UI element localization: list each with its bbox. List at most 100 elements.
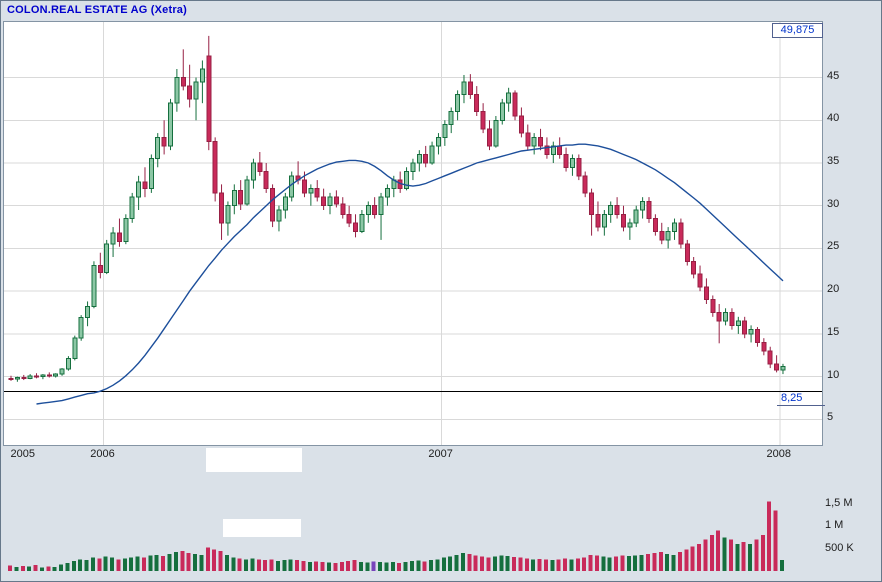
volume-bar: [65, 562, 70, 571]
volume-bar: [639, 554, 644, 571]
volume-bar: [773, 510, 778, 571]
candle-up: [308, 188, 314, 194]
candle-up: [416, 153, 422, 164]
candle-down: [710, 299, 716, 314]
volume-bar: [269, 559, 274, 571]
volume-bar: [473, 555, 478, 571]
candle-down: [595, 213, 601, 228]
volume-tick-label: 500 K: [825, 541, 854, 554]
candle-down: [270, 188, 276, 222]
volume-bar: [263, 560, 268, 571]
candle-up: [461, 81, 467, 96]
candle-down: [206, 55, 212, 143]
candle-up: [174, 77, 180, 104]
volume-bar: [633, 555, 638, 571]
volume-bar: [448, 556, 453, 571]
candle-down: [142, 181, 148, 190]
volume-bar: [148, 555, 153, 571]
candle-down: [525, 132, 531, 147]
candle-up: [276, 209, 282, 222]
year-label: 2006: [90, 448, 115, 460]
candle-up: [365, 205, 371, 215]
volume-bar: [199, 554, 204, 571]
volume-bar: [492, 556, 497, 571]
volume-bar: [390, 562, 395, 571]
candle-down: [187, 85, 193, 100]
volume-bar: [237, 558, 242, 571]
volume-bar: [684, 549, 689, 571]
candle-up: [282, 196, 288, 211]
candle-down: [589, 192, 595, 215]
year-label: 2005: [10, 448, 35, 460]
volume-bar: [505, 556, 510, 571]
candle-down: [652, 218, 658, 232]
volume-bar: [697, 544, 702, 571]
volume-bar: [154, 554, 159, 571]
candle-up: [53, 373, 59, 377]
candle-up: [59, 368, 65, 375]
candle-down: [614, 205, 620, 215]
volume-bar: [193, 553, 198, 571]
volume-bar: [524, 558, 529, 571]
volume-bar: [307, 562, 312, 571]
volume-bar: [27, 566, 32, 571]
volume-bar: [518, 557, 523, 571]
volume-bar: [741, 541, 746, 571]
candle-up: [231, 189, 237, 207]
volume-bar: [703, 539, 708, 571]
volume-bar: [282, 560, 287, 571]
volume-bar: [288, 559, 293, 571]
volume-bar: [135, 556, 140, 571]
candle-down: [767, 350, 773, 365]
candle-down: [487, 128, 492, 147]
volume-bar: [709, 535, 714, 571]
candle-up: [27, 375, 33, 379]
volume-tick-label: 1,5 M: [825, 496, 853, 509]
volume-bar: [384, 562, 389, 571]
candle-up: [608, 205, 614, 215]
volume-bar: [14, 566, 19, 571]
volume-bar: [779, 559, 784, 571]
candle-down: [557, 145, 563, 155]
current-price-label: 8,25: [777, 392, 825, 406]
candle-up: [455, 94, 461, 113]
candle-down: [754, 329, 760, 343]
candle-down: [467, 81, 473, 96]
volume-bar: [397, 562, 402, 571]
candle-up: [429, 145, 435, 164]
candle-down: [21, 376, 27, 380]
volume-bar: [212, 549, 217, 571]
candle-up: [384, 188, 390, 198]
volume-bar: [658, 552, 663, 571]
candle-down: [257, 162, 263, 173]
candle-down: [716, 312, 722, 322]
candle-down: [340, 203, 346, 215]
candle-down: [620, 213, 626, 228]
volume-bar: [537, 558, 542, 571]
volume-panel: [3, 485, 821, 573]
volume-bar: [486, 557, 491, 571]
candle-down: [678, 222, 684, 245]
candle-up: [225, 205, 231, 224]
volume-bar: [665, 553, 670, 571]
candle-up: [448, 111, 454, 126]
candle-up: [289, 175, 295, 198]
volume-bar: [161, 556, 166, 571]
candle-up: [199, 68, 205, 83]
candle-up: [72, 337, 78, 360]
volume-bar: [690, 546, 695, 571]
volume-bar: [320, 562, 325, 571]
white-patch: [223, 519, 301, 537]
volume-bar: [90, 557, 95, 571]
candle-up: [104, 243, 110, 273]
price-tick-label: 20: [827, 283, 840, 296]
volume-bar: [626, 556, 631, 571]
volume-bar: [422, 561, 427, 571]
volume-bar: [556, 559, 561, 571]
candle-down: [684, 243, 690, 262]
candle-up: [244, 179, 250, 205]
white-patch: [206, 448, 302, 472]
volume-bar: [244, 559, 249, 571]
volume-bar: [129, 557, 134, 571]
candle-up: [735, 320, 741, 326]
